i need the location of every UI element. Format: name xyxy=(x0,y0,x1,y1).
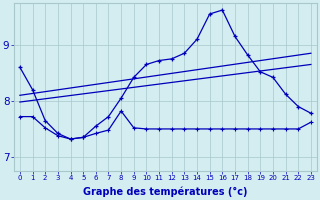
X-axis label: Graphe des températures (°c): Graphe des températures (°c) xyxy=(83,187,248,197)
